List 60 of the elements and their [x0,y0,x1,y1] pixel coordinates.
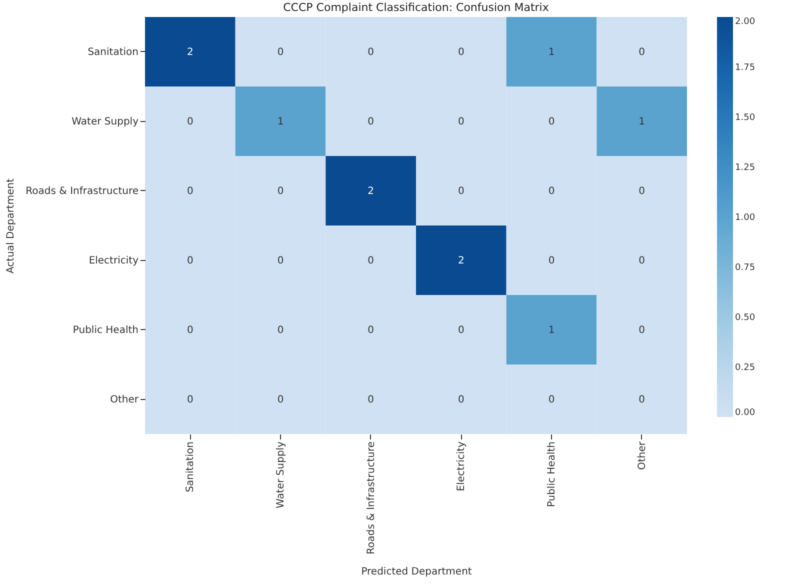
y-tick-label: Water Supply [72,116,139,128]
data-label: 0 [458,116,464,128]
y-tick-label: Public Health [72,324,138,336]
y-tick-label: Roads & Infrastructure [26,186,138,197]
data-label: 0 [548,116,555,128]
x-tick-label: Other [636,440,648,470]
data-label: 0 [186,255,194,266]
x-tick-label: Roads & Infrastructure [366,442,377,554]
data-label: 0 [368,116,374,128]
data-label: 0 [458,46,464,58]
data-label: 0 [368,324,374,336]
data-label: 0 [458,324,464,336]
color-bar-label: 1.00 [735,213,756,223]
data-label: 0 [638,255,646,266]
data-label: 0 [186,394,194,406]
data-label: 0 [638,46,646,58]
color-bar-label: 0.50 [735,313,756,323]
data-label: 0 [458,186,464,197]
data-label: 0 [638,394,646,406]
data-label: 0 [277,394,284,406]
data-label: 0 [638,324,646,336]
x-axis-title: Predicted Department [361,566,472,578]
data-label: 0 [277,46,284,58]
color-bar-label: 1.25 [735,163,756,173]
color-bar-label: 0.25 [735,363,756,373]
x-tick-label: Public Health [546,442,558,508]
y-axis-title: Actual Department [6,178,17,274]
data-label: 2 [368,186,374,197]
data-label: 0 [368,394,374,406]
data-label: 0 [186,324,194,336]
data-label: 0 [548,255,555,266]
data-label: 0 [277,255,284,266]
x-tick-label: Electricity [456,441,468,492]
data-label: 1 [548,324,555,336]
color-bar-label: 0.75 [735,263,756,273]
color-bar-label: 2.00 [735,17,756,27]
chart-title: CCCP Complaint Classification: Confusion Matrix [283,1,550,14]
data-label: 1 [548,46,555,58]
data-label: 0 [277,186,284,197]
y-tick-label: Sanitation [88,46,138,58]
data-label: 2 [186,46,194,58]
data-label: 0 [368,255,374,266]
data-label: 0 [277,324,284,336]
data-label: 0 [186,116,194,128]
data-label: 2 [458,255,464,266]
y-tick-label: Other [110,394,140,406]
x-tick-label: Water Supply [276,441,286,508]
data-label: 0 [638,186,646,197]
data-label: 0 [458,394,464,406]
color-bar-label: 1.75 [735,63,756,73]
y-tick-label: Electricity [88,255,139,266]
x-tick-label: Sanitation [185,442,196,492]
color-bar-label: 1.50 [735,113,756,123]
data-label: 0 [548,394,555,406]
color-bar-label: 0.00 [735,408,756,418]
data-label: 1 [277,116,284,128]
data-label: 0 [186,186,194,197]
data-label: 0 [548,186,555,197]
data-label: 1 [638,116,646,128]
data-label: 0 [368,46,374,58]
